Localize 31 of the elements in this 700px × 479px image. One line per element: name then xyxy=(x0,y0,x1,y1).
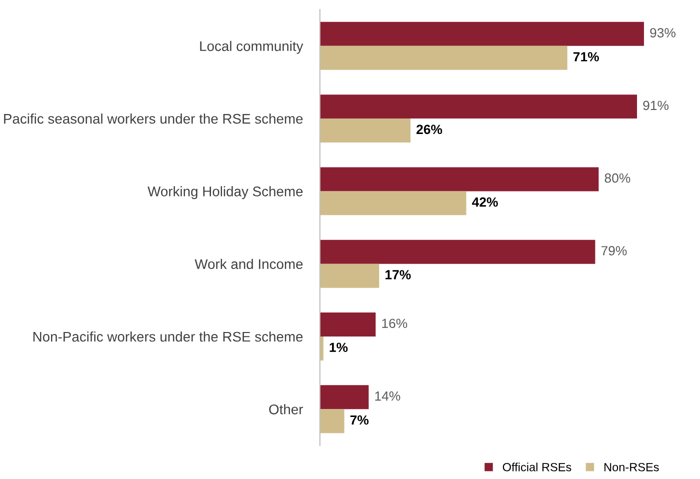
data-label: 16% xyxy=(382,318,408,328)
bar xyxy=(320,409,344,434)
bar xyxy=(320,46,568,70)
y-tick-label: Work and Income xyxy=(194,258,303,270)
data-label: 17% xyxy=(386,270,411,280)
y-tick-label: Pacific seasonal workers under the RSE scheme xyxy=(4,114,303,124)
y-tick-label: Working Holiday Scheme xyxy=(148,186,303,200)
data-label: 7% xyxy=(350,415,369,425)
data-label: 80% xyxy=(604,173,630,183)
data-label: 91% xyxy=(643,100,668,110)
y-tick-label: Local community xyxy=(200,40,304,54)
bar xyxy=(320,94,638,119)
data-label: 42% xyxy=(472,197,498,207)
y-tick-label: Non-Pacific workers under the RSE scheme xyxy=(33,331,303,342)
bar xyxy=(320,167,599,192)
bar xyxy=(320,312,376,336)
legend-label: Non-RSEs xyxy=(604,462,659,472)
data-label: 93% xyxy=(650,28,676,38)
bar xyxy=(320,118,410,143)
y-tick-label: Other xyxy=(269,404,304,414)
data-label: 79% xyxy=(601,246,627,256)
data-label: 1% xyxy=(330,342,348,352)
data-label: 26% xyxy=(416,124,442,134)
bar xyxy=(320,264,380,288)
data-label: 14% xyxy=(375,391,400,401)
bar xyxy=(320,191,466,216)
bar xyxy=(320,22,644,46)
legend-label: Official RSEs xyxy=(502,462,572,472)
bar xyxy=(320,240,596,264)
bar xyxy=(320,385,369,410)
data-label: 71% xyxy=(573,52,599,62)
